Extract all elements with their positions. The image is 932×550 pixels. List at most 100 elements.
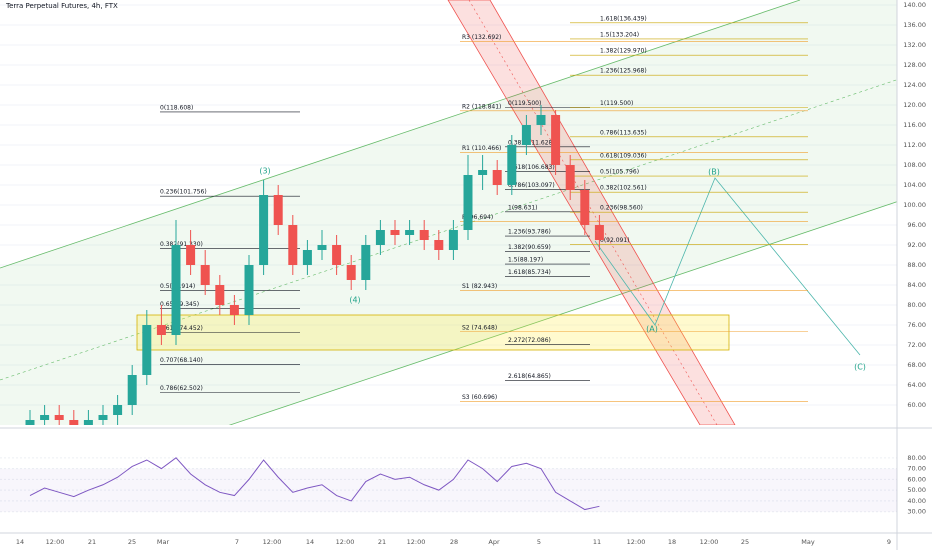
candle-body (346, 265, 356, 280)
level-label: 0.618(109.036) (600, 152, 647, 159)
x-tick-label: Mar (157, 538, 170, 546)
y-tick-label: 76.00 (907, 321, 926, 329)
candle-body (288, 225, 298, 265)
level-label: P (96.694) (462, 214, 493, 221)
rsi-tick-label: 80.00 (907, 454, 926, 462)
x-tick-label: 28 (450, 538, 458, 546)
rsi-tick-label: 60.00 (907, 475, 926, 483)
level-label: 1.236(125.968) (600, 68, 647, 75)
y-tick-label: 92.00 (907, 241, 926, 249)
y-tick-label: 128.00 (903, 61, 926, 69)
level-label: 0.786(113.635) (600, 129, 647, 136)
level-label: 0(119.500) (508, 100, 541, 107)
level-label: 0.236(98.560) (600, 205, 643, 212)
y-tick-label: 104.00 (903, 181, 926, 189)
x-tick-label: 12:00 (627, 538, 646, 546)
chart-title: Terra Perpetual Futures, 4h, FTX (5, 2, 118, 10)
candle-body (594, 225, 604, 240)
rsi-tick-label: 50.00 (907, 486, 926, 494)
candle-body (521, 125, 531, 145)
level-label: 2.618(64.865) (508, 373, 551, 380)
level-label: S2 (74.648) (462, 324, 497, 331)
level-label: 0(118.608) (160, 104, 193, 111)
x-tick-label: 14 (16, 538, 24, 546)
candle-body (215, 285, 225, 305)
level-label: 1.5(88.197) (508, 257, 543, 264)
level-label: R3 (132.692) (462, 34, 501, 41)
wave-label: (B) (708, 168, 720, 177)
y-tick-label: 68.00 (907, 361, 926, 369)
level-label: 1.236(93.786) (508, 229, 551, 236)
candle-body (317, 245, 327, 250)
candle-body (332, 245, 342, 265)
candle-body (302, 250, 312, 265)
x-tick-label: 7 (235, 538, 239, 546)
x-tick-label: 12:00 (46, 538, 65, 546)
y-tick-label: 80.00 (907, 301, 926, 309)
x-tick-label: May (801, 538, 815, 546)
level-label: R2 (118.841) (462, 103, 501, 110)
candle-body (244, 265, 254, 315)
y-tick-label: 140.00 (903, 1, 926, 9)
rsi-line (29, 457, 600, 511)
y-tick-label: 108.00 (903, 161, 926, 169)
candle-body (375, 230, 385, 245)
candle-body (113, 405, 123, 415)
level-label: 0.707(68.140) (160, 357, 203, 364)
candle-body (463, 175, 473, 230)
level-label: S3 (60.696) (462, 394, 497, 401)
level-label: 0.618(106.683) (508, 164, 555, 171)
candle-body (565, 165, 575, 190)
wave-label: (A) (646, 325, 658, 334)
rsi-tick-label: 30.00 (907, 508, 926, 516)
x-tick-label: 12:00 (407, 538, 426, 546)
level-label: 1.382(129.970) (600, 48, 647, 55)
candle-body (434, 240, 444, 250)
level-label: 0.5(105.796) (600, 169, 639, 176)
candle-body (478, 170, 488, 175)
level-label: 0(92.091) (600, 237, 630, 244)
level-label: 0.382(91.330) (160, 241, 203, 248)
candle-body (405, 230, 415, 235)
candle-body (200, 265, 210, 285)
level-label: 0.382(111.628) (508, 139, 555, 146)
candle-body (83, 420, 93, 425)
level-label: R1 (110.466) (462, 145, 501, 152)
candle-body (98, 415, 108, 420)
rsi-tick-label: 40.00 (907, 497, 926, 505)
candle-body (127, 375, 137, 405)
x-tick-label: 5 (537, 538, 541, 546)
level-label: 1.5(133.204) (600, 31, 639, 38)
x-tick-label: 25 (741, 538, 749, 546)
candle-body (171, 245, 181, 335)
x-tick-label: 18 (668, 538, 676, 546)
candle-body (40, 415, 50, 420)
x-tick-label: 12:00 (263, 538, 282, 546)
level-label: 0.382(102.561) (600, 185, 647, 192)
x-tick-label: 21 (378, 538, 386, 546)
level-label: 0.618(74.452) (160, 325, 203, 332)
y-tick-label: 116.00 (903, 121, 926, 129)
plot: 0(118.608) 0.236(101.756) 0.382(91.330) 0.5… (25, 15, 808, 425)
candle-body (156, 325, 166, 335)
wave-label: (3) (259, 167, 270, 176)
level-label: S1 (82.943) (462, 283, 497, 290)
y-tick-label: 88.00 (907, 261, 926, 269)
channel-line (0, 0, 801, 269)
y-tick-label: 112.00 (903, 141, 926, 149)
level-label: 1.618(85.734) (508, 269, 551, 276)
candle-body (25, 420, 35, 425)
candle-body (536, 115, 546, 125)
candle-body (492, 170, 502, 185)
y-tick-label: 100.00 (903, 201, 926, 209)
projection (594, 177, 861, 356)
candle-body (419, 230, 429, 240)
y-tick-label: 124.00 (903, 81, 926, 89)
candle-body (229, 305, 239, 315)
rsi-tick-label: 70.00 (907, 465, 926, 473)
channel-line (228, 201, 897, 425)
candle-body (361, 245, 371, 280)
candle-body (259, 195, 269, 265)
x-tick-label: 14 (306, 538, 314, 546)
